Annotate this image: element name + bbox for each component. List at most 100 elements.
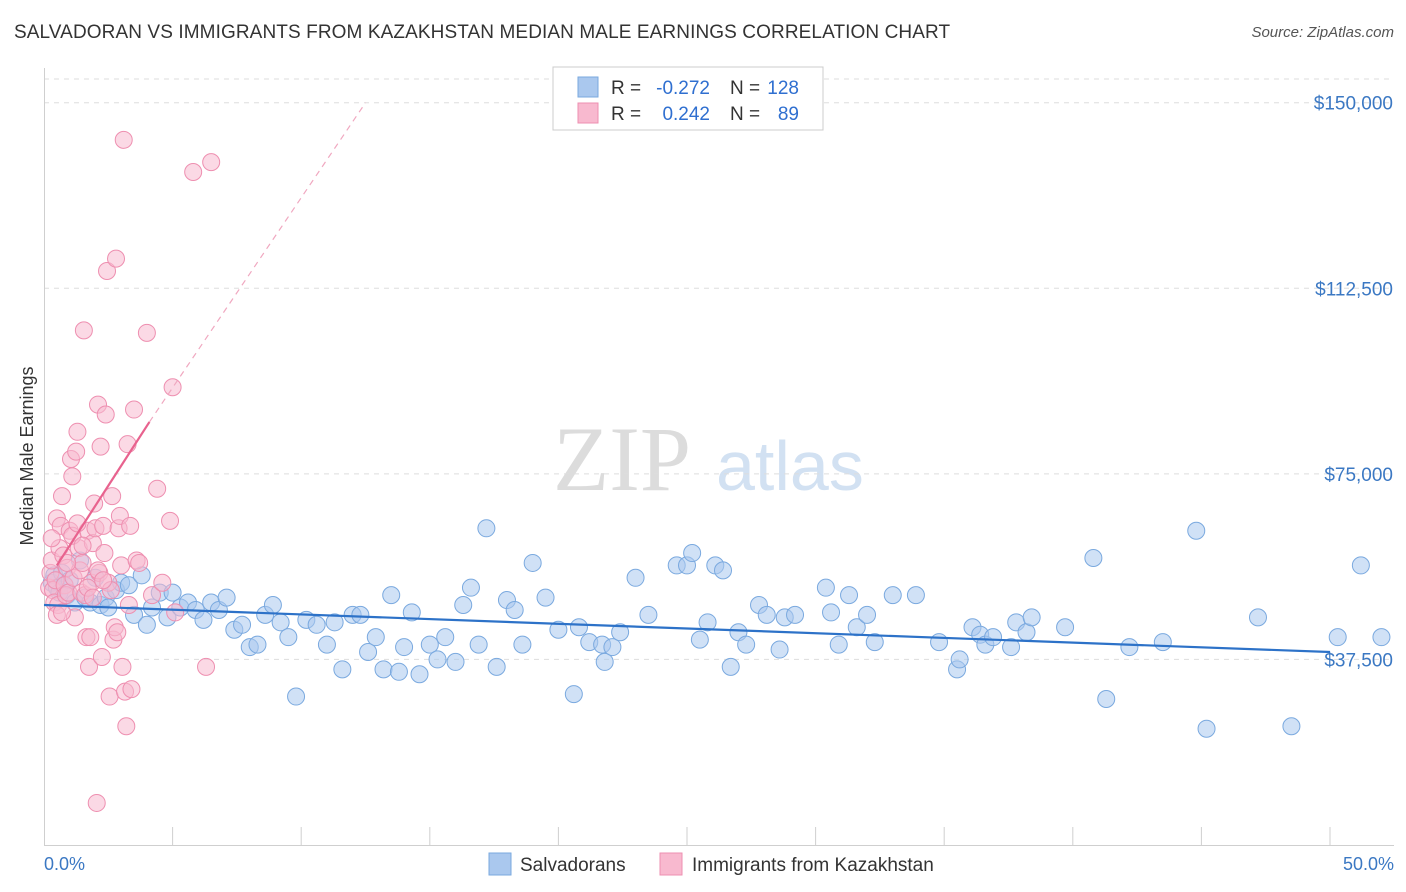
point-0-126: [1351, 556, 1370, 575]
point-0-124: [1282, 717, 1301, 736]
watermark-zip: ZIP: [553, 408, 691, 510]
point-0-116: [1056, 618, 1075, 637]
point-1-32: [81, 628, 100, 647]
point-1-60: [117, 717, 136, 736]
point-0-123: [1248, 608, 1267, 627]
point-1-73: [163, 378, 182, 397]
point-1-56: [112, 556, 131, 575]
point-1-76: [197, 657, 216, 676]
point-0-99: [840, 586, 859, 605]
point-0-67: [505, 600, 524, 619]
point-1-58: [114, 130, 133, 149]
point-0-41: [287, 687, 306, 706]
point-0-72: [564, 685, 583, 704]
point-0-65: [487, 657, 506, 676]
point-0-88: [721, 657, 740, 676]
point-0-36: [248, 635, 267, 654]
point-1-61: [118, 435, 137, 454]
point-1-21: [67, 442, 86, 461]
point-0-122: [1197, 719, 1216, 738]
point-1-26: [73, 553, 92, 572]
series-kazakhstan: [40, 130, 221, 812]
axes: [44, 68, 1394, 846]
point-0-63: [469, 635, 488, 654]
point-0-112: [1002, 638, 1021, 657]
legend-r-label-blue: R =: [611, 78, 641, 99]
point-0-97: [822, 603, 841, 622]
point-0-71: [549, 620, 568, 639]
legend-r-value-blue: -0.272: [656, 78, 710, 99]
trend-lines: [43, 102, 1331, 654]
y-tick-label-0: $37,500: [1324, 650, 1393, 671]
point-0-73: [569, 618, 588, 637]
point-0-87: [714, 561, 733, 580]
bottom-legend-label-blue: Salvadorans: [520, 855, 626, 876]
point-0-78: [611, 623, 630, 642]
point-0-60: [446, 652, 465, 671]
bottom-legend-swatch-pink: [659, 852, 683, 876]
point-0-49: [359, 643, 378, 662]
point-0-98: [829, 635, 848, 654]
point-1-22: [68, 422, 87, 441]
point-1-49: [103, 487, 122, 506]
point-1-57: [113, 657, 132, 676]
x-tick-label-1: 50.0%: [1343, 854, 1394, 874]
point-0-39: [271, 613, 290, 632]
series-legend: Salvadorans Immigrants from Kazakhstan: [488, 852, 934, 876]
point-1-80: [53, 603, 72, 622]
point-0-127: [1372, 628, 1391, 647]
point-0-120: [1153, 633, 1172, 652]
legend-swatch-blue: [577, 76, 599, 98]
legend-n-value-blue: 128: [767, 78, 799, 99]
legend-n-value-pink: 89: [778, 104, 799, 125]
point-0-79: [626, 568, 645, 587]
trend-kazakhstan-extension: [148, 102, 366, 423]
point-1-43: [95, 544, 114, 563]
point-1-68: [137, 323, 156, 342]
bottom-legend-label-pink: Immigrants from Kazakhstan: [692, 855, 934, 876]
bottom-legend-swatch-blue: [488, 852, 512, 876]
point-1-84: [73, 536, 92, 555]
legend-n-label-blue: N =: [730, 78, 760, 99]
point-0-105: [930, 633, 949, 652]
point-1-88: [94, 571, 113, 590]
point-0-46: [333, 660, 352, 679]
point-1-75: [184, 163, 203, 182]
point-0-125: [1328, 628, 1347, 647]
trend-kazakhstan: [55, 421, 151, 567]
point-0-84: [690, 630, 709, 649]
stats-legend: R = -0.272 N = 128 R = 0.242 N = 89: [552, 66, 824, 131]
point-0-96: [816, 578, 835, 597]
point-1-40: [91, 437, 110, 456]
point-0-21: [137, 615, 156, 634]
point-1-78: [42, 529, 61, 548]
point-0-80: [639, 605, 658, 624]
point-0-32: [217, 588, 236, 607]
point-0-111: [984, 628, 1003, 647]
point-0-102: [865, 633, 884, 652]
x-ticks: [172, 827, 1331, 845]
point-0-95: [786, 605, 805, 624]
legend-r-label-pink: R =: [611, 104, 641, 125]
point-1-31: [80, 657, 99, 676]
point-0-119: [1120, 638, 1139, 657]
point-1-53: [108, 623, 127, 642]
y-tick-label-1: $75,000: [1324, 465, 1393, 486]
point-0-56: [410, 665, 429, 684]
y-axis-label: Median Male Earnings: [17, 366, 37, 545]
point-0-48: [351, 605, 370, 624]
source-label: Source: ZipAtlas.com: [1251, 24, 1394, 41]
point-0-104: [906, 586, 925, 605]
point-1-47: [100, 687, 119, 706]
y-tick-label-2: $112,500: [1315, 279, 1393, 300]
point-1-44: [96, 405, 115, 424]
point-0-54: [395, 638, 414, 657]
point-1-69: [143, 586, 162, 605]
point-1-18: [63, 467, 82, 486]
point-0-50: [366, 628, 385, 647]
point-0-64: [477, 519, 496, 538]
point-0-29: [194, 610, 213, 629]
point-0-62: [461, 578, 480, 597]
y-tick-label-3: $150,000: [1314, 94, 1393, 115]
point-1-37: [87, 793, 106, 812]
